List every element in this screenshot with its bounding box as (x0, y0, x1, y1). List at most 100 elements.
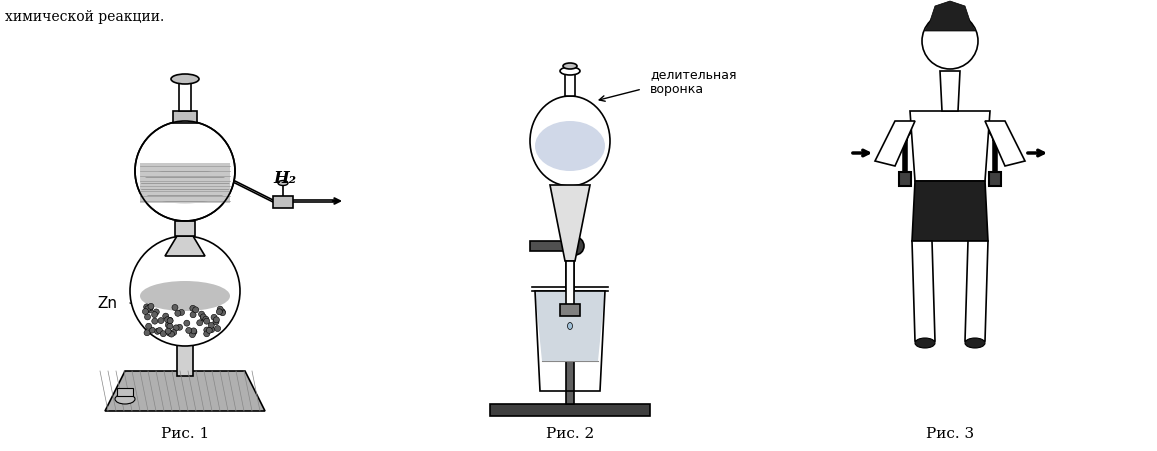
Circle shape (149, 327, 155, 333)
Bar (899, 173, 911, 187)
Bar (989, 173, 1001, 187)
Text: Рис. 3: Рис. 3 (926, 426, 974, 440)
Ellipse shape (530, 97, 610, 187)
Circle shape (193, 307, 199, 313)
Circle shape (165, 328, 171, 335)
Bar (560, 304, 580, 316)
Bar (565, 72, 575, 97)
Circle shape (208, 322, 214, 329)
Bar (174, 112, 197, 124)
Polygon shape (105, 371, 265, 411)
Circle shape (213, 317, 220, 323)
Text: H₂: H₂ (273, 170, 296, 187)
Bar (530, 241, 575, 252)
Circle shape (190, 306, 196, 312)
Circle shape (178, 310, 184, 316)
Ellipse shape (560, 68, 580, 76)
Circle shape (152, 312, 157, 318)
Text: Zn: Zn (97, 296, 117, 311)
Polygon shape (985, 122, 1025, 166)
Circle shape (165, 322, 171, 328)
Ellipse shape (171, 75, 199, 85)
Ellipse shape (115, 394, 135, 404)
Bar (491, 404, 650, 416)
Polygon shape (965, 241, 988, 341)
Polygon shape (911, 112, 990, 182)
Circle shape (145, 314, 150, 320)
Circle shape (197, 320, 202, 326)
Circle shape (167, 318, 172, 324)
Circle shape (184, 321, 190, 327)
Ellipse shape (130, 236, 239, 346)
Circle shape (204, 327, 209, 333)
Circle shape (146, 323, 152, 330)
Ellipse shape (566, 238, 584, 255)
Circle shape (169, 331, 175, 337)
Circle shape (163, 313, 169, 319)
Circle shape (186, 328, 192, 334)
Circle shape (219, 309, 226, 315)
Polygon shape (165, 236, 205, 257)
Polygon shape (939, 72, 960, 112)
Circle shape (216, 309, 222, 315)
Circle shape (142, 309, 148, 315)
Circle shape (191, 329, 197, 335)
Circle shape (200, 314, 206, 320)
Circle shape (159, 318, 164, 324)
Circle shape (174, 325, 179, 331)
Circle shape (147, 307, 153, 313)
Ellipse shape (140, 281, 230, 311)
Ellipse shape (140, 169, 230, 204)
Circle shape (218, 307, 223, 313)
Circle shape (155, 329, 161, 335)
Ellipse shape (567, 323, 573, 330)
Circle shape (172, 305, 178, 311)
Circle shape (204, 318, 209, 324)
Circle shape (199, 312, 205, 318)
Ellipse shape (535, 122, 605, 172)
Circle shape (171, 330, 177, 336)
Circle shape (208, 327, 214, 333)
Bar (140, 164, 230, 203)
Circle shape (148, 304, 154, 310)
Ellipse shape (965, 338, 985, 348)
Polygon shape (912, 182, 988, 241)
Circle shape (143, 304, 149, 310)
Text: Рис. 2: Рис. 2 (546, 426, 595, 440)
Bar (566, 262, 574, 306)
Circle shape (167, 323, 172, 330)
Circle shape (213, 319, 219, 325)
Circle shape (143, 330, 150, 336)
Circle shape (200, 315, 207, 321)
Bar (177, 177, 193, 376)
Circle shape (922, 14, 978, 70)
Ellipse shape (278, 181, 288, 186)
Circle shape (147, 305, 153, 311)
Circle shape (167, 318, 172, 323)
Circle shape (145, 306, 150, 312)
Bar (566, 75, 574, 404)
Polygon shape (175, 221, 196, 236)
Circle shape (175, 311, 180, 317)
Circle shape (214, 326, 221, 332)
Bar (273, 197, 293, 208)
Circle shape (206, 328, 212, 334)
Bar (179, 82, 191, 112)
Circle shape (204, 331, 209, 337)
Circle shape (167, 318, 174, 324)
Circle shape (161, 331, 167, 337)
Circle shape (167, 330, 172, 336)
Polygon shape (535, 291, 605, 361)
Circle shape (177, 325, 183, 331)
Circle shape (190, 312, 196, 318)
Polygon shape (550, 186, 590, 262)
Circle shape (156, 328, 162, 334)
Circle shape (152, 318, 157, 324)
Bar (117, 388, 133, 396)
Text: делительная
воронка: делительная воронка (650, 68, 737, 96)
Circle shape (211, 315, 218, 321)
Circle shape (164, 317, 170, 323)
Text: химической реакции.: химической реакции. (5, 10, 164, 24)
Polygon shape (912, 241, 935, 341)
Circle shape (191, 328, 197, 334)
